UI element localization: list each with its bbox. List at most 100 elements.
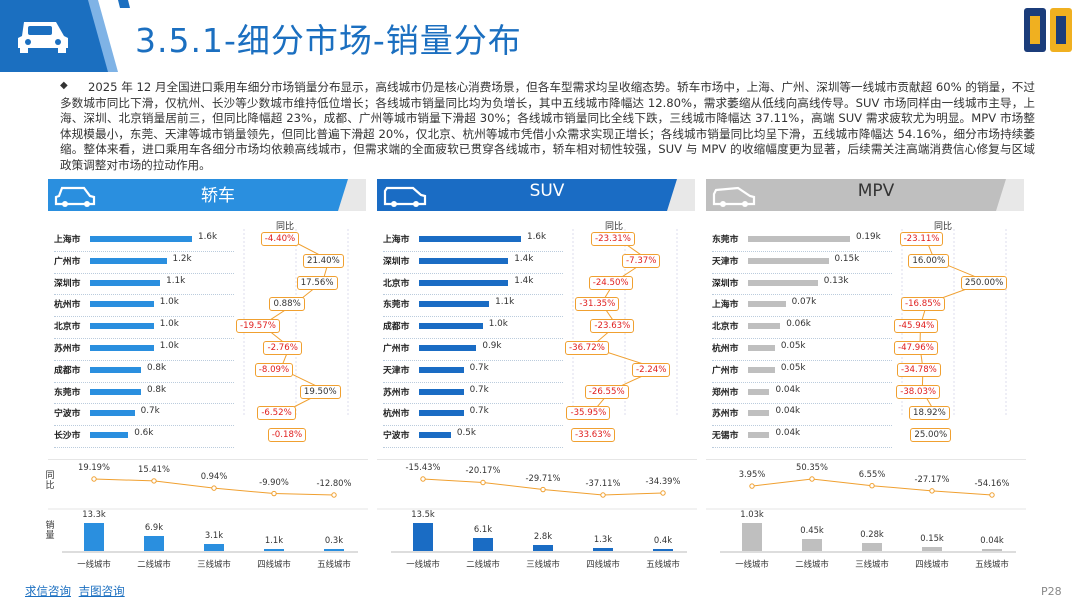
tier-yoy-point xyxy=(660,490,666,496)
row-label: 苏州市 xyxy=(383,387,410,398)
row-separator xyxy=(54,294,234,296)
row-separator xyxy=(54,425,234,427)
row-label: 北京市 xyxy=(383,278,410,289)
bar xyxy=(748,388,770,395)
yoy-line xyxy=(919,237,989,417)
row-label: 上海市 xyxy=(712,300,739,311)
bar-value-label: 0.8k xyxy=(147,362,167,373)
yoy-label: -26.55% xyxy=(584,384,629,399)
row-separator xyxy=(54,250,234,252)
row-label: 杭州市 xyxy=(54,300,81,311)
tier-bar xyxy=(84,523,104,551)
page-number: P28 xyxy=(1041,585,1062,598)
icon-wheel xyxy=(413,201,419,207)
tier-yoy-label: -37.11% xyxy=(585,478,621,488)
tier-bar-value-label: 0.15k xyxy=(920,532,944,543)
tier-yoy-label: 19.19% xyxy=(78,462,110,472)
tier-category-label: 二线城市 xyxy=(137,559,171,569)
yoy-label: 21.40% xyxy=(303,253,344,268)
tier-yoy-point xyxy=(151,478,157,484)
panel-header-bg xyxy=(377,179,695,211)
yoy-label: -19.57% xyxy=(236,319,280,334)
row-label: 北京市 xyxy=(712,322,739,333)
yoy-label: 0.88% xyxy=(269,297,305,312)
row-label: 天津市 xyxy=(712,256,739,267)
row-label: 天津市 xyxy=(383,365,410,376)
tier-yoy-point xyxy=(869,483,875,489)
bar-value-label: 0.13k xyxy=(823,275,849,286)
tier-yoy-label: -9.90% xyxy=(259,476,289,487)
bar-value-label: 0.04k xyxy=(775,384,801,395)
bullet-icon: ◆ xyxy=(60,80,68,91)
footer-link-jitu[interactable]: 吉图咨询 xyxy=(78,584,125,598)
bar xyxy=(748,301,786,308)
bar-value-label: 0.07k xyxy=(791,297,817,308)
tier-bar-value-label: 6.9k xyxy=(144,522,164,533)
panel-title: MPV xyxy=(857,181,895,201)
row-label: 东莞市 xyxy=(712,235,739,245)
yoy-connector xyxy=(901,229,1007,417)
panel-title: 轿车 xyxy=(201,186,235,206)
icon-body xyxy=(712,186,756,206)
panel-header: SUV xyxy=(377,177,697,213)
intro-paragraph: 2025 年 12 月全国进口乘用车细分市场销量分布显示，高线城市仍是核心消费场… xyxy=(60,80,1035,174)
row-separator xyxy=(383,294,563,296)
yoy-line xyxy=(589,237,660,417)
footer-link-qiuxin[interactable]: 求信咨询 xyxy=(25,584,71,598)
bar xyxy=(90,279,161,286)
panel-header-fill xyxy=(48,179,366,211)
panel-mpv: MPV 同比 东莞市 0.19k -23.11% 天津市 0.15k 16.00% 深圳市 0.1… xyxy=(706,177,1026,575)
yoy-label: -7.37% xyxy=(622,253,661,268)
yoy-label: -2.76% xyxy=(263,341,302,355)
tier-category-label: 三线城市 xyxy=(526,559,560,569)
row-label: 深圳市 xyxy=(712,278,739,289)
bar-value-label: 1.1k xyxy=(166,275,186,286)
tier-bar-value-label: 0.45k xyxy=(800,524,824,535)
yoy-label: -23.63% xyxy=(590,319,635,334)
bar xyxy=(90,236,192,242)
panel-header-bg xyxy=(48,179,366,211)
bar-value-label: 0.19k xyxy=(856,232,881,242)
row-separator xyxy=(712,359,892,361)
bar xyxy=(748,323,781,330)
row-separator xyxy=(383,316,563,318)
bar-value-label: 0.9k xyxy=(482,341,502,351)
row-separator xyxy=(712,425,892,427)
row-label: 上海市 xyxy=(383,235,410,245)
row-label: 宁波市 xyxy=(54,409,81,420)
bar xyxy=(90,432,129,439)
bar-value-label: 0.7k xyxy=(140,406,160,417)
tier-bar xyxy=(533,545,553,551)
tier-yoy-label: 0.94% xyxy=(200,471,228,482)
yoy-label: -35.95% xyxy=(566,406,611,421)
taxi-icon xyxy=(54,186,96,207)
row-label: 深圳市 xyxy=(54,278,81,289)
bar xyxy=(419,257,509,264)
tier-yoy-point xyxy=(91,476,97,482)
page-title: 3.5.1-细分市场-销量分布 xyxy=(135,21,522,60)
yoy-label: 25.00% xyxy=(910,428,952,443)
tier-category-label: 三线城市 xyxy=(855,559,889,569)
tier-yoy-point xyxy=(989,492,995,498)
tier-yoy-point xyxy=(480,479,486,486)
yoy-label: -38.03% xyxy=(896,384,941,399)
tier-bar-value-label: 2.8k xyxy=(533,531,553,542)
tier-category-label: 五线城市 xyxy=(975,559,1009,569)
bar-value-label: 0.8k xyxy=(147,384,167,395)
bar-value-label: 0.06k xyxy=(786,319,811,330)
panel-title: SUV xyxy=(529,181,565,201)
tier-category-label: 一线城市 xyxy=(735,559,769,569)
tier-bar xyxy=(922,546,942,551)
row-separator xyxy=(712,338,892,339)
tier-category-label: 五线城市 xyxy=(646,559,680,569)
row-label: 广州市 xyxy=(383,344,410,354)
tier-bar xyxy=(473,538,493,551)
bar xyxy=(90,345,154,351)
tier-category-label: 二线城市 xyxy=(795,559,829,569)
yoy-line xyxy=(261,237,330,417)
yoy-label: -24.50% xyxy=(588,275,633,290)
yoy-column-header: 同比 xyxy=(276,222,295,232)
bar-value-label: 1.4k xyxy=(514,275,534,286)
row-separator xyxy=(383,359,563,361)
